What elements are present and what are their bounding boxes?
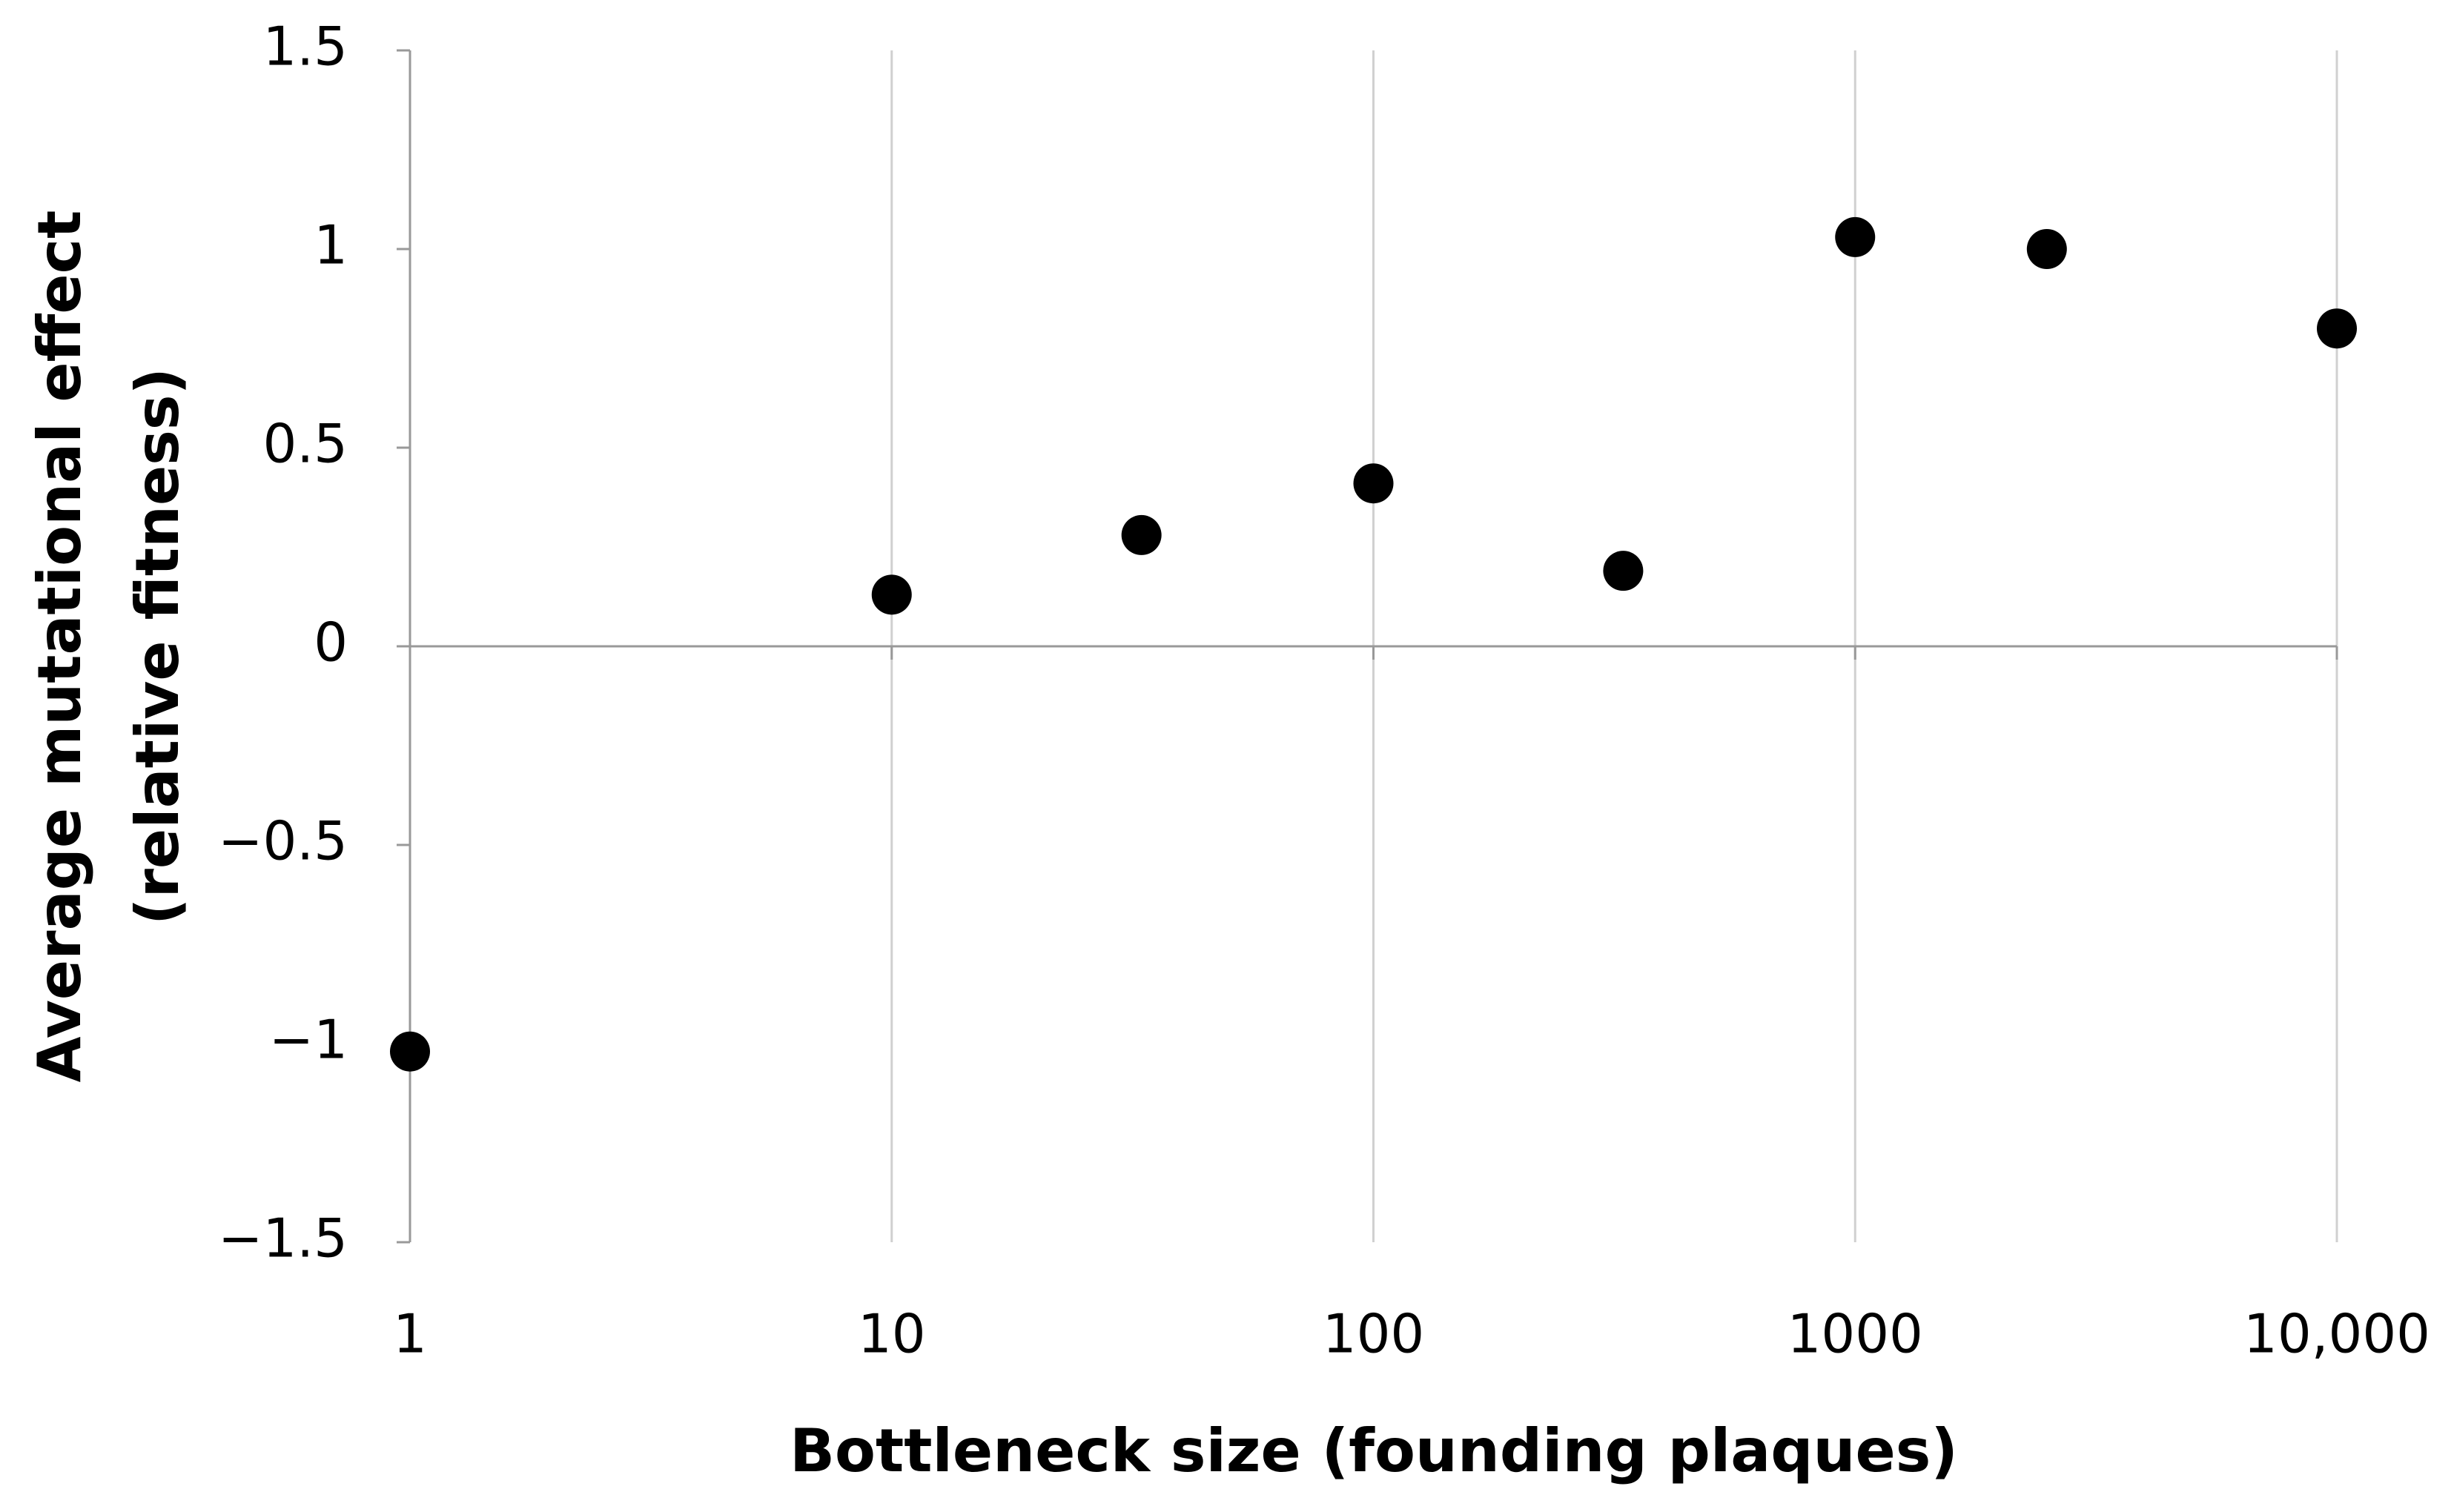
point — [1353, 463, 1394, 504]
y-tick-label: −0.5 — [218, 810, 348, 872]
x-tick-label: 1 — [393, 1303, 427, 1365]
y-tick-label: 0 — [314, 611, 348, 674]
y-tick-label: −1.5 — [218, 1207, 348, 1270]
point — [1835, 216, 1876, 257]
x-tick-label: 1000 — [1787, 1303, 1923, 1365]
x-axis-title: Bottleneck size (founding plaques) — [790, 1416, 1958, 1485]
y-tick-label: 0.5 — [262, 413, 348, 475]
point — [871, 574, 912, 615]
y-tick-label: 1 — [314, 214, 348, 276]
y-tick-label: −1 — [269, 1009, 348, 1071]
y-tick-label: 1.5 — [262, 16, 348, 78]
x-tick-label: 10,000 — [2243, 1303, 2430, 1365]
point — [2317, 308, 2357, 349]
point — [390, 1031, 430, 1072]
x-tick-label: 10 — [858, 1303, 926, 1365]
x-tick-label: 100 — [1323, 1303, 1424, 1365]
y-axis-title: (relative fitness) — [123, 368, 192, 925]
y-axis-title: Average mutational effect — [25, 210, 94, 1083]
point — [2026, 229, 2067, 269]
point — [1121, 514, 1162, 555]
point — [1603, 551, 1644, 591]
